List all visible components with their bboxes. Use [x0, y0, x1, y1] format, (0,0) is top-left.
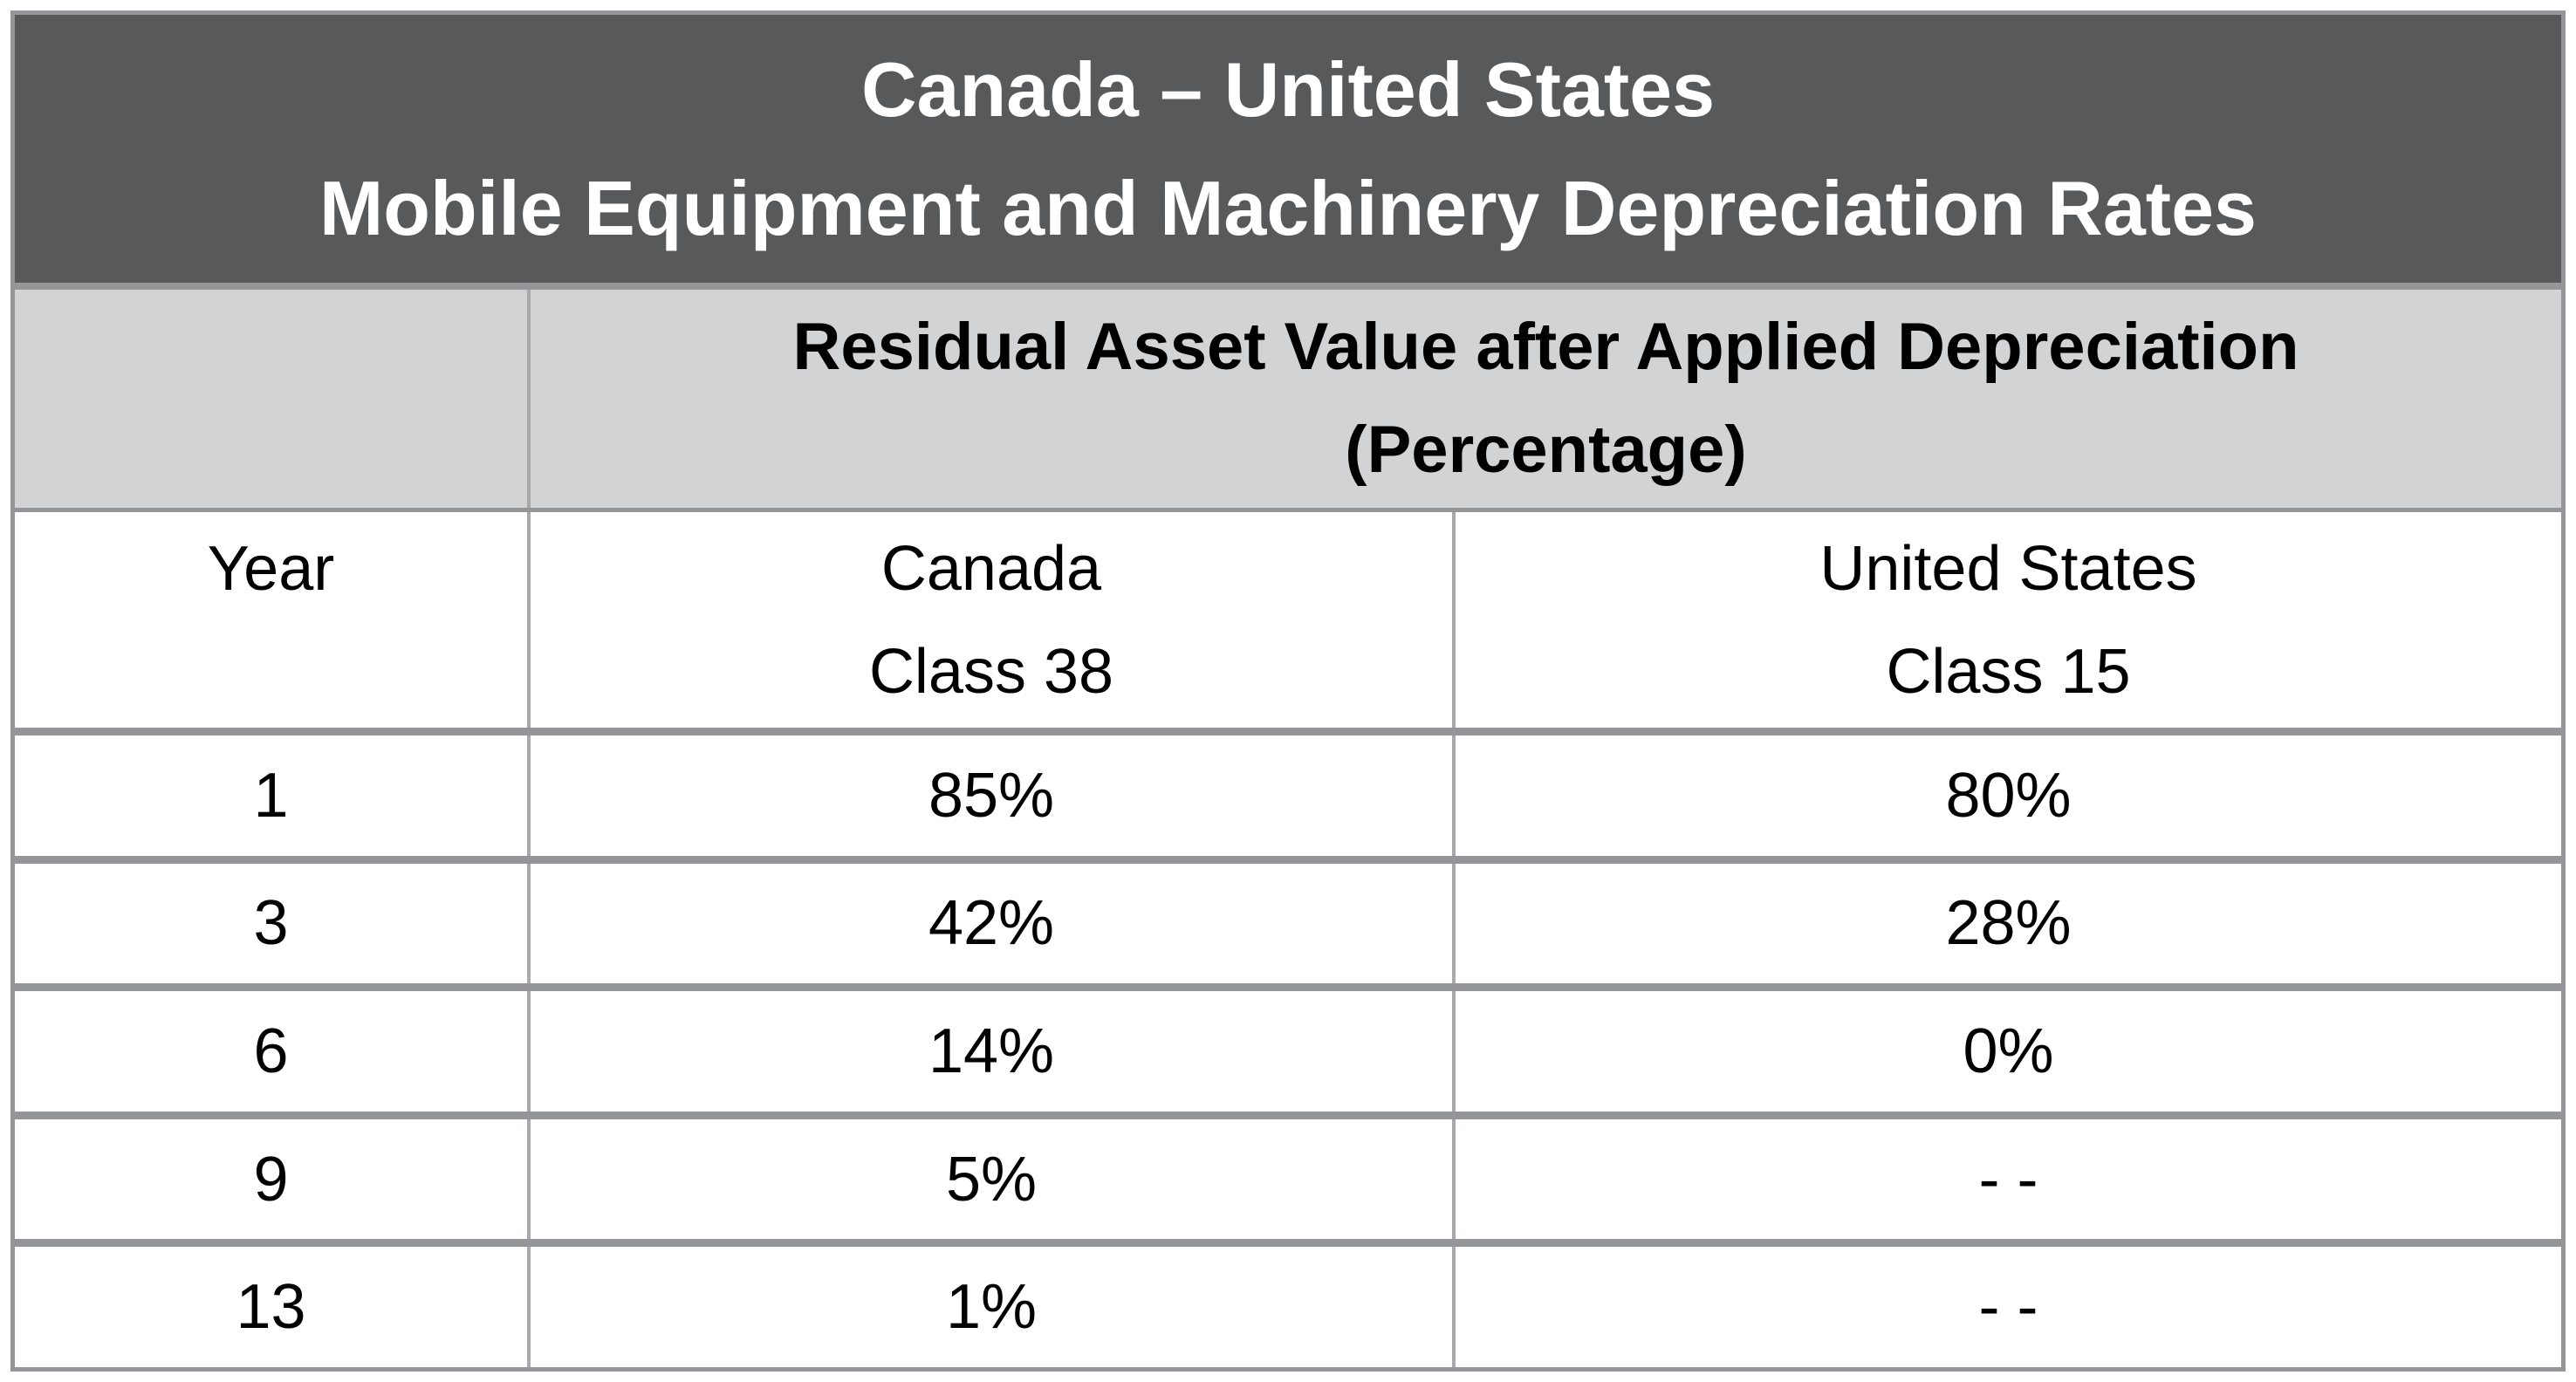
header-us-class-label: Class 15: [1886, 636, 2131, 707]
table-row: 6 14% 0%: [15, 991, 2561, 1119]
canada-value-cell: 85%: [531, 735, 1456, 856]
subtitle-line1: Residual Asset Value after Applied Depre…: [792, 310, 2299, 384]
header-us-cell: United States Class 15: [1456, 512, 2561, 728]
header-row: Year Canada Class 38 United States Class…: [15, 512, 2561, 735]
us-value-cell: 28%: [1945, 888, 2072, 959]
header-year-label: Year: [207, 533, 335, 604]
us-value-cell: - -: [1978, 1272, 2038, 1343]
us-value-cell: 0%: [1963, 1016, 2054, 1086]
table-title-line1: Canada – United States: [860, 45, 1716, 133]
header-year-cell: Year: [15, 512, 531, 728]
header-canada-class-label: Class 38: [868, 636, 1114, 707]
canada-value-cell: 5%: [531, 1119, 1456, 1240]
subtitle-empty-cell: [15, 290, 531, 508]
table-row: 3 42% 28%: [15, 863, 2561, 992]
table-title-line2: Mobile Equipment and Machinery Depreciat…: [319, 164, 2257, 251]
year-cell: 6: [15, 991, 531, 1112]
header-year-spacer: [15, 620, 527, 723]
table-row: 9 5% - -: [15, 1119, 2561, 1248]
year-cell: 3: [15, 863, 531, 984]
subtitle-line2: (Percentage): [1345, 413, 1747, 487]
canada-value-cell: 1%: [531, 1247, 1456, 1367]
year-cell: 13: [15, 1247, 531, 1367]
canada-value-cell: 42%: [531, 863, 1456, 984]
table-row: 1 85% 80%: [15, 735, 2561, 864]
us-value-cell: 80%: [1945, 760, 2072, 831]
us-value-cell: - -: [1978, 1144, 2038, 1214]
table-title: Canada – United States Mobile Equipment …: [15, 15, 2561, 290]
header-canada-label: Canada: [880, 533, 1102, 604]
canada-value-cell: 14%: [531, 991, 1456, 1112]
header-canada-cell: Canada Class 38: [531, 512, 1456, 728]
subtitle-row: Residual Asset Value after Applied Depre…: [15, 290, 2561, 512]
header-us-label: United States: [1819, 533, 2197, 604]
year-cell: 9: [15, 1119, 531, 1240]
year-cell: 1: [15, 735, 531, 856]
table-row: 13 1% - -: [15, 1247, 2561, 1367]
subtitle-cell: Residual Asset Value after Applied Depre…: [531, 290, 2561, 508]
depreciation-table: Canada – United States Mobile Equipment …: [10, 10, 2566, 1372]
